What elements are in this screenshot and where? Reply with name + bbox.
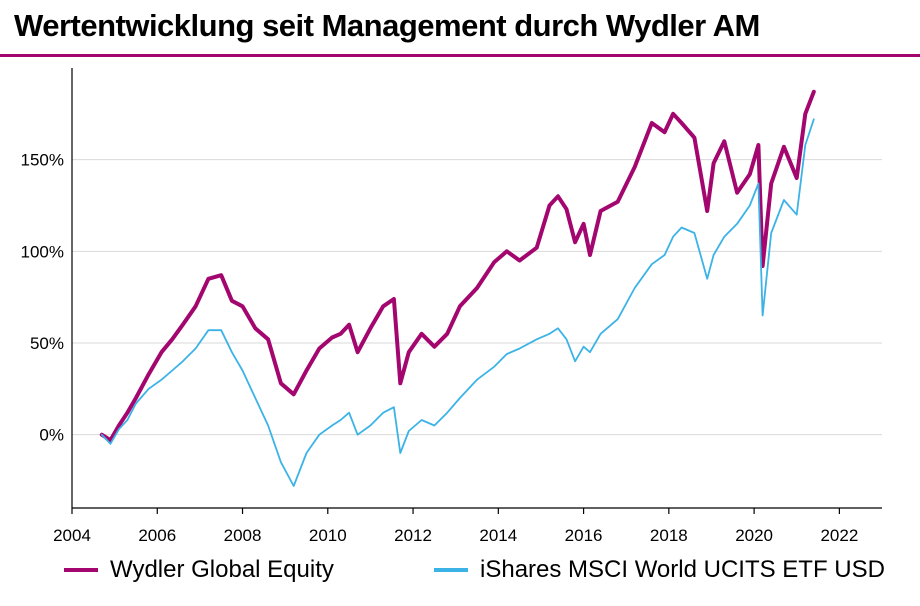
y-tick-label: 50% bbox=[30, 334, 64, 353]
legend-swatch-wydler bbox=[64, 568, 98, 572]
legend-item-wydler: Wydler Global Equity bbox=[64, 556, 334, 584]
series-line-wydler bbox=[99, 89, 816, 443]
y-tick-label: 0% bbox=[39, 426, 64, 445]
legend-swatch-ishares bbox=[434, 568, 468, 572]
y-tick-label: 100% bbox=[21, 242, 64, 261]
x-tick-label: 2012 bbox=[394, 526, 432, 545]
x-tick-label: 2010 bbox=[309, 526, 347, 545]
series-lines bbox=[99, 89, 816, 487]
y-tick-label: 150% bbox=[21, 151, 64, 170]
x-tick-label: 2004 bbox=[53, 526, 91, 545]
grid-lines bbox=[72, 159, 882, 436]
axes bbox=[71, 68, 882, 514]
x-tick-label: 2006 bbox=[138, 526, 176, 545]
legend: Wydler Global Equity iShares MSCI World … bbox=[0, 556, 920, 596]
page-title: Wertentwicklung seit Management durch Wy… bbox=[14, 8, 760, 43]
tick-labels: 0% 50% 100% 150% 2004 2006 2008 2010 2012 2014 201… bbox=[21, 151, 859, 545]
series-line-ishares bbox=[100, 118, 815, 487]
legend-item-ishares: iShares MSCI World UCITS ETF USD bbox=[434, 556, 885, 584]
x-tick-label: 2020 bbox=[735, 526, 773, 545]
x-tick-label: 2018 bbox=[650, 526, 688, 545]
x-tick-label: 2014 bbox=[479, 526, 517, 545]
x-tick-label: 2008 bbox=[224, 526, 262, 545]
title-underline bbox=[0, 54, 920, 57]
x-tick-label: 2022 bbox=[820, 526, 858, 545]
legend-label-ishares: iShares MSCI World UCITS ETF USD bbox=[480, 556, 885, 583]
x-tick-label: 2016 bbox=[565, 526, 603, 545]
legend-label-wydler: Wydler Global Equity bbox=[110, 556, 334, 583]
